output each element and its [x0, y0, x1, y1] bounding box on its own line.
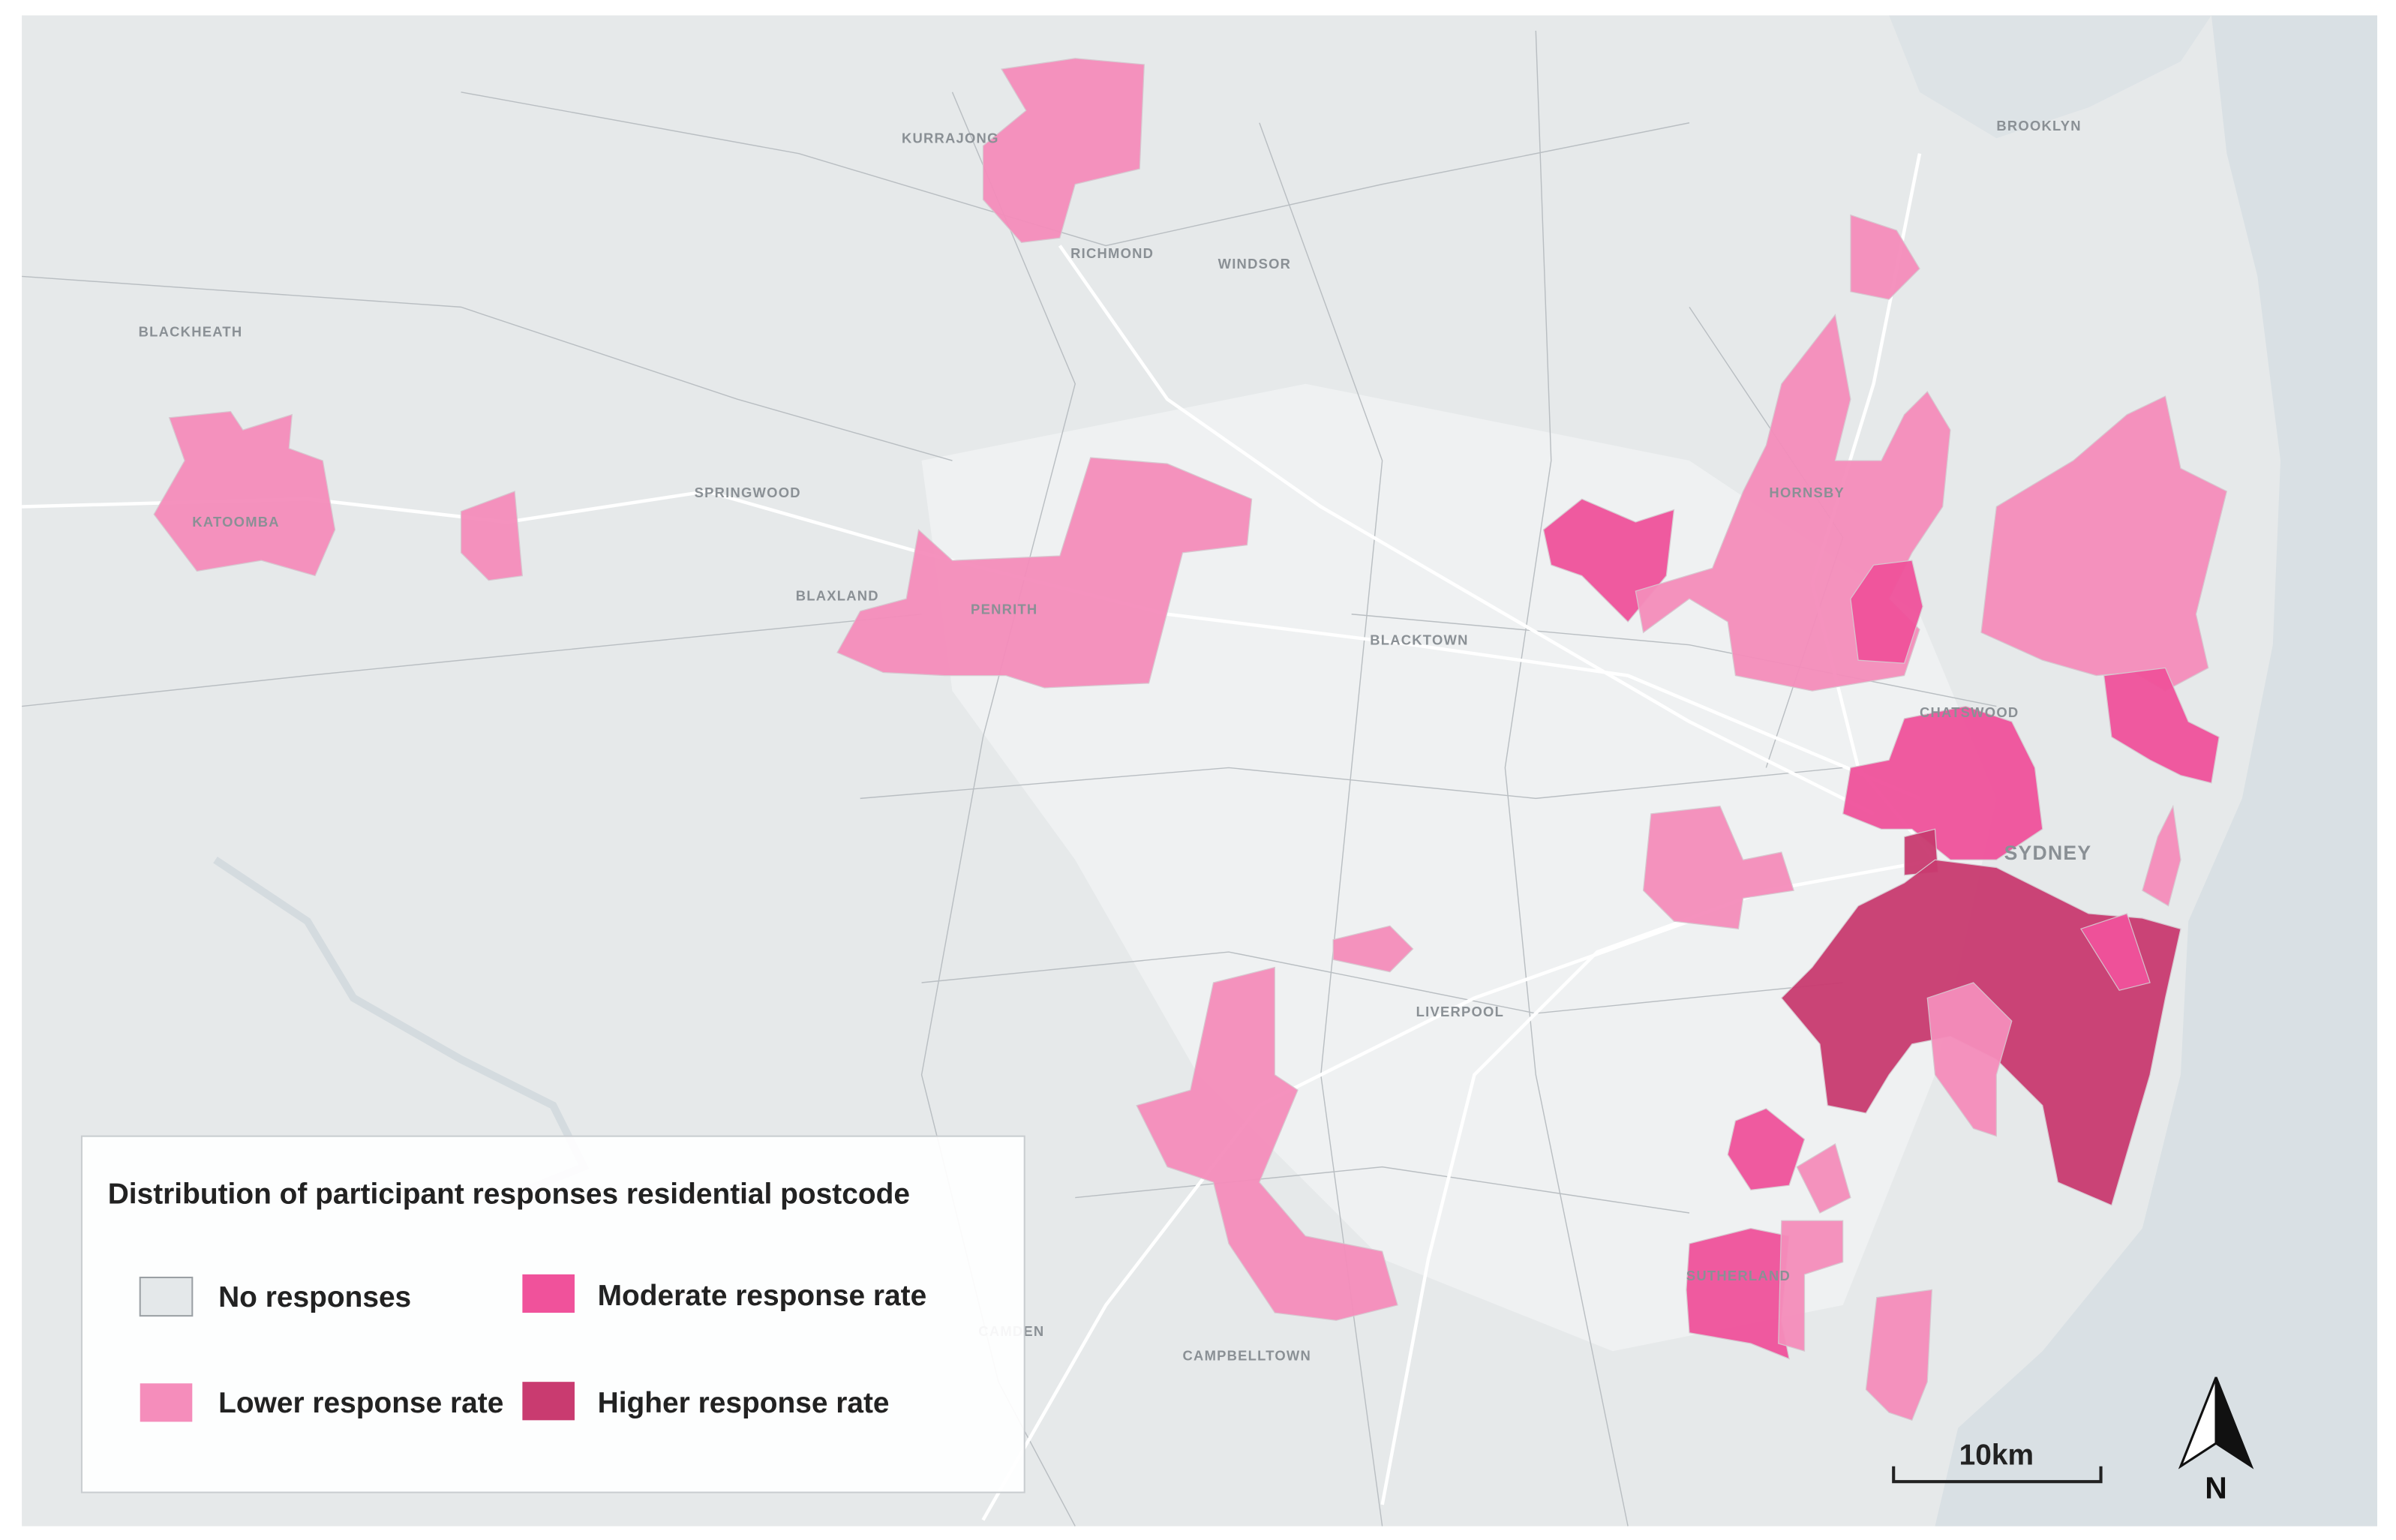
place-label: SPRINGWOOD: [695, 485, 801, 500]
arrow-right: [2214, 1376, 2254, 1469]
place-label: SYDNEY: [2004, 842, 2092, 864]
place-label: SUTHERLAND: [1686, 1268, 1791, 1283]
scale-line: [1892, 1466, 2103, 1484]
region: [1686, 1227, 1790, 1360]
place-label: BLACKTOWN: [1370, 632, 1468, 648]
place-label: LIVERPOOL: [1416, 1004, 1504, 1019]
place-label: WINDSOR: [1218, 256, 1292, 272]
place-label: BLAXLAND: [796, 587, 879, 603]
place-label: KURRAJONG: [902, 130, 999, 146]
region: [1778, 1220, 1844, 1352]
region: [1850, 214, 1920, 300]
legend-swatch: [522, 1274, 575, 1313]
legend-swatch: [522, 1382, 575, 1421]
legend-title: Distribution of participant responses re…: [108, 1178, 910, 1211]
place-label: BROOKLYN: [1996, 118, 2081, 134]
legend-swatch: [139, 1276, 194, 1317]
postcode-regions: [153, 58, 2228, 1421]
place-label: HORNSBY: [1769, 485, 1845, 500]
north-arrow: N: [2178, 1376, 2254, 1505]
region: [1727, 1108, 1806, 1190]
legend-box: [80, 1135, 1025, 1493]
region: [836, 457, 1253, 689]
place-label: CHATSWOOD: [1920, 704, 2019, 720]
place-label: BLACKHEATH: [139, 323, 243, 339]
region: [1642, 805, 1794, 930]
ocean: [1935, 15, 2377, 1526]
legend-label: No responses: [218, 1281, 411, 1313]
urban-area: [921, 383, 1997, 1352]
region: [153, 410, 336, 577]
region: [1850, 560, 1923, 664]
region: [2103, 667, 2220, 784]
legend-label: Lower response rate: [218, 1387, 503, 1419]
region: [1332, 925, 1414, 973]
region: [1136, 966, 1398, 1321]
region: [460, 491, 524, 581]
region: [1865, 1289, 1933, 1421]
place-label: PENRITH: [971, 602, 1037, 617]
region: [1842, 705, 2043, 860]
scale-bar: 10km: [1892, 1439, 2103, 1484]
place-label: RICHMOND: [1070, 245, 1154, 261]
legend-label: Moderate response rate: [598, 1280, 927, 1312]
region: [1926, 982, 2013, 1137]
place-label: CAMPBELLTOWN: [1183, 1348, 1312, 1364]
region: [1980, 395, 2228, 692]
legend: Distribution of participant responses re…: [80, 1135, 1025, 1493]
place-labels: KURRAJONG RICHMOND WINDSOR BLACKHEATH SP…: [139, 118, 2092, 1364]
region: [2142, 804, 2181, 907]
place-label: KATOOMBA: [192, 514, 280, 530]
region: [2080, 913, 2151, 991]
legend-swatch: [140, 1383, 193, 1422]
region: [982, 58, 1145, 244]
legend-label: Higher response rate: [598, 1387, 890, 1419]
north-label: N: [2205, 1471, 2227, 1505]
region: [1796, 1142, 1851, 1214]
scale-label: 10km: [1959, 1439, 2034, 1472]
water: [1889, 15, 2211, 139]
